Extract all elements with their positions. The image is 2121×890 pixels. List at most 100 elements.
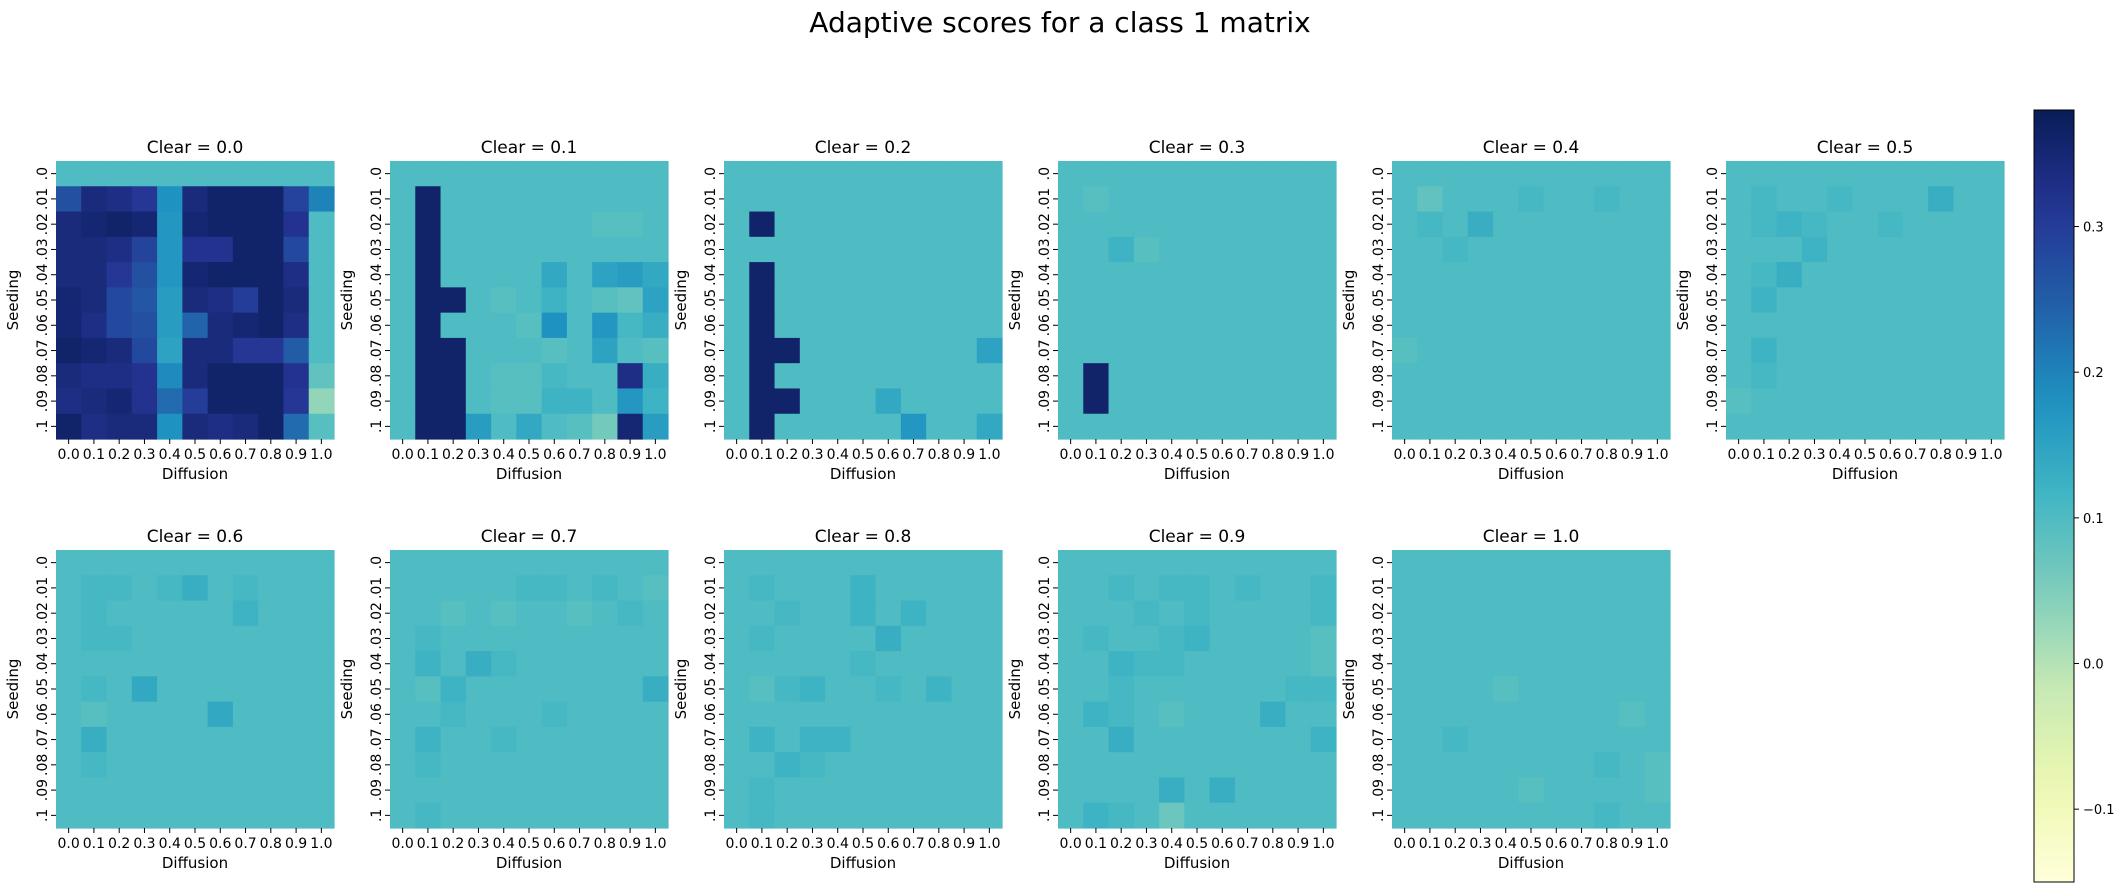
x-tick-label: 0.0: [58, 447, 80, 463]
heatmap-cell: [566, 600, 593, 627]
heatmap-panels: Clear = 0.00.0 0.1 0.2 0.3 0.4 0.5 0.6 0.7 0.8 0.…: [4, 138, 2005, 872]
heatmap-cell: [799, 388, 826, 415]
heatmap-cell: [232, 600, 259, 627]
heatmap-cell: [1953, 186, 1980, 213]
heatmap-cell: [1543, 752, 1570, 779]
heatmap-cell: [1619, 236, 1646, 263]
heatmap-cell: [1877, 262, 1904, 288]
heatmap-cell: [1442, 413, 1469, 440]
heatmap-cell: [1751, 211, 1778, 238]
y-tick-label: .02: [1037, 602, 1053, 624]
heatmap-cell: [1234, 777, 1261, 804]
heatmap-cell: [951, 752, 978, 779]
heatmap-cell: [1644, 676, 1671, 703]
x-tick-label: 0.6: [1879, 447, 1901, 463]
heatmap-cell: [283, 262, 310, 288]
y-tick-label: .01: [1371, 188, 1387, 210]
heatmap-cell: [1442, 186, 1469, 213]
heatmap-cell: [157, 413, 183, 440]
x-tick-label: 0.3: [1135, 447, 1157, 463]
heatmap-cell: [1852, 262, 1879, 288]
heatmap-cell: [157, 575, 183, 602]
x-tick-label: 0.5: [184, 836, 206, 852]
heatmap-cell: [415, 262, 442, 288]
heatmap-cell: [1543, 337, 1570, 364]
y-tick-label: .06: [369, 314, 385, 336]
heatmap-cell: [749, 752, 776, 779]
heatmap-cell: [724, 211, 750, 238]
heatmap-cell: [566, 651, 593, 677]
heatmap-cell: [232, 625, 259, 652]
y-axis-label: Seeding: [1340, 659, 1358, 720]
heatmap-cell: [566, 802, 593, 829]
heatmap-cell: [1159, 752, 1185, 779]
heatmap-cell: [850, 161, 877, 187]
heatmap-cell: [465, 312, 492, 339]
heatmap-cell: [283, 752, 310, 779]
heatmap-cell: [1594, 600, 1621, 627]
heatmap-cell: [1184, 388, 1211, 415]
heatmap-cell: [308, 777, 335, 804]
heatmap-cell: [976, 600, 1003, 627]
heatmap-cell: [1467, 262, 1494, 288]
heatmap-cell: [1543, 550, 1570, 576]
heatmap-cell: [926, 363, 953, 390]
y-tick-label: .02: [703, 602, 719, 624]
heatmap-cell: [1083, 211, 1110, 238]
heatmap-cell: [232, 752, 259, 779]
y-tick-label: .0: [35, 167, 51, 180]
heatmap-cell: [1518, 388, 1545, 415]
heatmap-cell: [1619, 575, 1646, 602]
heatmap-cell: [1467, 752, 1494, 779]
heatmap-cell: [1568, 211, 1595, 238]
heatmap-cell: [1493, 262, 1519, 288]
y-tick-label: .0: [703, 167, 719, 180]
heatmap-cell: [1133, 161, 1160, 187]
heatmap-cell: [1285, 676, 1312, 703]
y-tick-label: .03: [369, 627, 385, 649]
heatmap-cell: [283, 211, 310, 238]
heatmap-cell: [1442, 287, 1469, 314]
heatmap-cell: [182, 161, 209, 187]
heatmap-cell: [875, 186, 902, 213]
heatmap-cell: [875, 211, 902, 238]
heatmap-cell: [1310, 211, 1337, 238]
heatmap-cell: [1209, 625, 1236, 652]
heatmap-cell: [415, 726, 442, 753]
heatmap-cell: [131, 651, 158, 677]
heatmap-cell: [541, 337, 568, 364]
heatmap-cell: [1417, 600, 1444, 627]
heatmap-cell: [1392, 262, 1418, 288]
heatmap-cell: [1159, 236, 1185, 263]
heatmap-cell: [415, 777, 442, 804]
heatmap-cell: [1133, 550, 1160, 576]
heatmap-cell: [1310, 262, 1337, 288]
heatmap-cell: [1978, 363, 2005, 390]
heatmap-cell: [182, 651, 209, 677]
heatmap-cell: [1108, 575, 1135, 602]
heatmap-cell: [157, 363, 183, 390]
heatmap-cell: [182, 363, 209, 390]
heatmap-cell: [1417, 413, 1444, 440]
heatmap-cell: [1209, 287, 1236, 314]
heatmap-cell: [1209, 161, 1236, 187]
heatmap-cell: [951, 388, 978, 415]
y-tick-label: .07: [1037, 728, 1053, 750]
heatmap-cell: [465, 600, 492, 627]
heatmap-cell: [1442, 337, 1469, 364]
y-tick-label: .04: [1371, 264, 1387, 286]
heatmap-cell: [131, 752, 158, 779]
heatmap-cell: [1310, 625, 1337, 652]
heatmap-cell: [951, 550, 978, 576]
heatmap-cell: [1776, 388, 1803, 415]
heatmap-cell: [642, 363, 669, 390]
heatmap-panel: Clear = 0.20.0 0.1 0.2 0.3 0.4 0.5 0.6 0.7 0.8 0.…: [672, 138, 1003, 483]
heatmap-cell: [1978, 287, 2005, 314]
x-tick-label: 0.1: [1753, 447, 1775, 463]
y-tick-label: .0: [1371, 167, 1387, 180]
x-tick-label: 0.2: [1444, 836, 1466, 852]
heatmap-cell: [642, 752, 669, 779]
heatmap-cell: [440, 337, 467, 364]
heatmap-cell: [592, 777, 619, 804]
heatmap-cell: [516, 262, 543, 288]
